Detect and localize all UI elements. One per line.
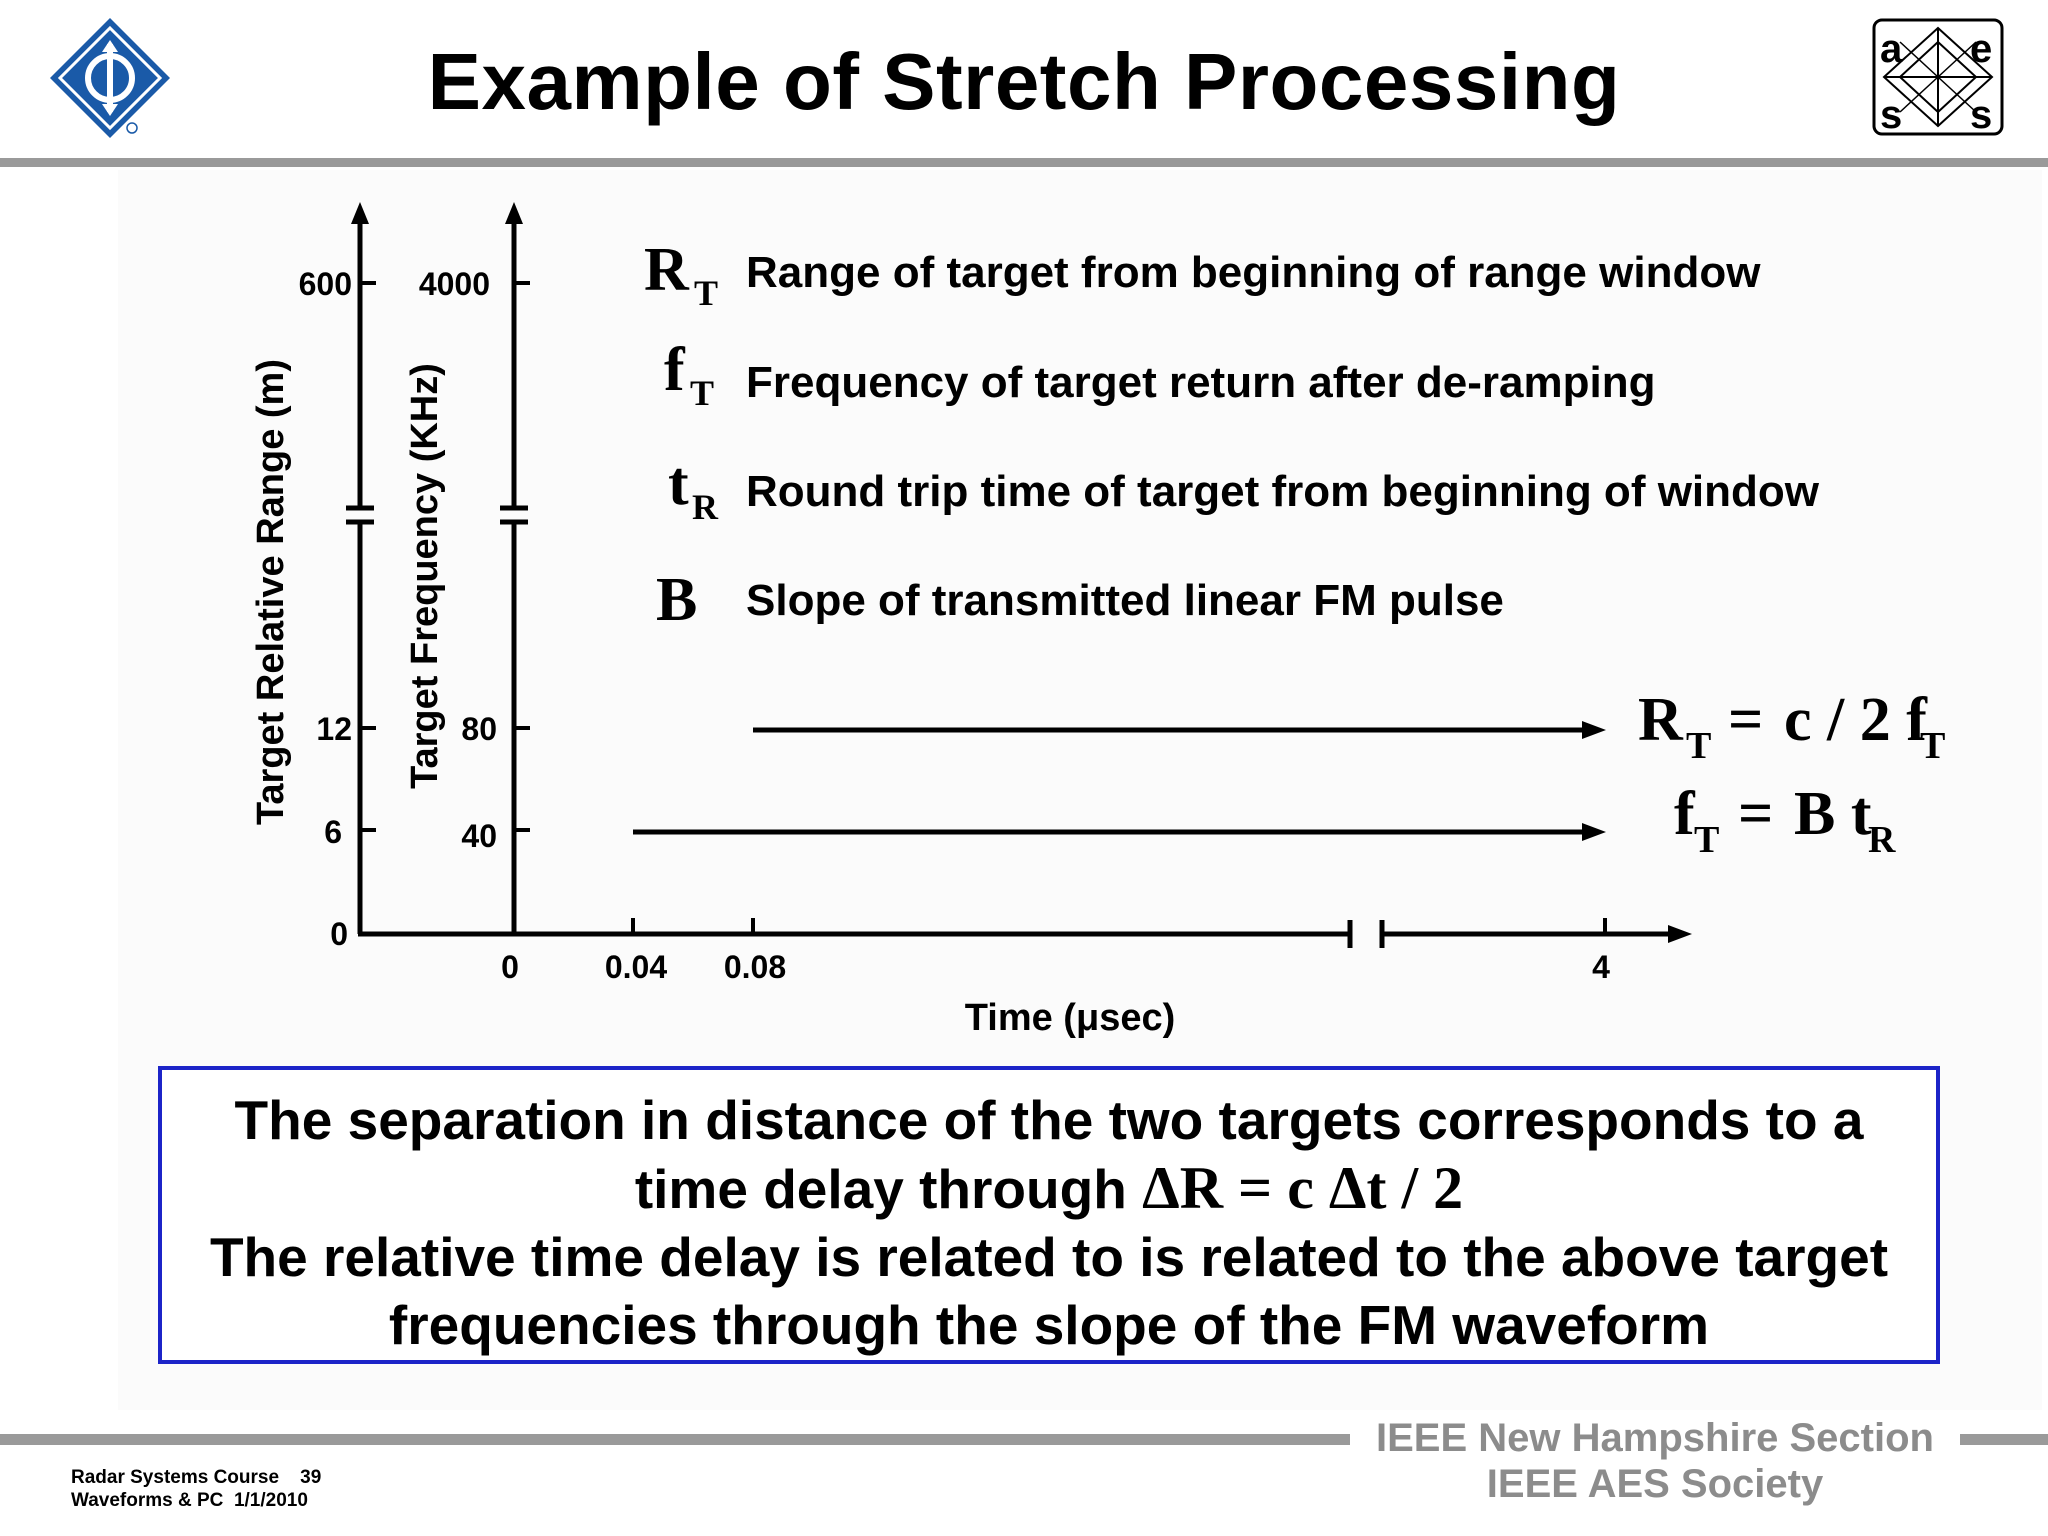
range-axis: 600 12 6 0 Target Relative Range (m) [250,202,376,952]
summary-box: The separation in distance of the two ta… [158,1066,1940,1364]
definition-subscript-range: T [694,273,718,313]
footer-divider-right [1960,1434,2048,1445]
freq-tick-label-40: 40 [461,818,497,854]
summary-equation: ΔR = c Δt / 2 [1142,1155,1464,1221]
time-tick-label-0.04: 0.04 [605,949,667,985]
aess-letter-a: a [1880,27,1903,71]
formula-frequency-lhs-sub: T [1694,819,1719,861]
time-tick-label-4: 4 [1592,949,1610,985]
formula-range-rhs: c / 2 f [1784,686,1928,754]
definition-time: t R Round trip time of target from begin… [668,450,1820,527]
definition-symbol-time: t [668,450,689,518]
definition-range: R T Range of target from beginning of ra… [644,236,1761,313]
formula-range: R T = c / 2 f T [1638,686,1945,767]
aess-letter-e: e [1970,27,1992,71]
ieee-logo [46,14,174,142]
definition-subscript-time: R [692,487,719,527]
summary-line-4: frequencies through the slope of the FM … [388,1294,1710,1356]
summary-line-3: The relative time delay is related to is… [209,1226,1889,1288]
aess-letter-s1: s [1880,93,1902,136]
definition-text-frequency: Frequency of target return after de-ramp… [746,358,1655,407]
definition-text-slope: Slope of transmitted linear FM pulse [746,576,1504,625]
time-tick-label-0.08: 0.08 [724,949,786,985]
formula-range-rhs-sub: T [1920,725,1945,767]
footer-org-line-2: IEEE AES Society [1486,1462,1824,1506]
definition-frequency: f T Frequency of target return after de-… [664,336,1655,413]
time-axis: 0 0.04 0.08 4 Time (μsec) [358,918,1692,1039]
formula-frequency-op: = [1738,780,1773,848]
footer-course-line-1: Radar Systems Course 39 [71,1467,322,1488]
range-tick-label-600: 600 [299,266,352,302]
range-tick-label-6: 6 [324,814,342,850]
formula-frequency-lhs: f [1674,780,1696,848]
definition-subscript-frequency: T [690,373,714,413]
formula-range-lhs-sub: T [1686,725,1711,767]
range-axis-title: Target Relative Range (m) [250,359,292,825]
definition-text-range: Range of target from beginning of range … [746,248,1761,297]
freq-tick-label-80: 80 [461,711,497,747]
summary-line-1: The separation in distance of the two ta… [234,1089,1864,1151]
range-tick-label-12: 12 [316,711,352,747]
title-divider [0,158,2048,167]
definition-text-time: Round trip time of target from beginning… [746,467,1820,516]
range-tick-label-0: 0 [330,916,348,952]
aess-logo: a e s s [1872,18,2004,137]
footer-divider-left [0,1434,1350,1445]
formula-range-op: = [1728,686,1763,754]
definition-symbol-range: R [644,236,690,304]
formula-frequency: f T = B t R [1674,780,1896,861]
formula-range-lhs: R [1638,686,1684,754]
footer-org-line-1: IEEE New Hampshire Section [1376,1416,1934,1460]
summary-line-2-text: time delay through [634,1158,1127,1220]
target-arrow-near [633,823,1606,841]
aess-letter-s2: s [1970,93,1992,136]
formula-frequency-rhs: B t [1794,780,1872,848]
time-tick-label-0: 0 [501,949,519,985]
footer-course-line-2: Waveforms & PC 1/1/2010 [71,1490,308,1511]
frequency-axis-title: Target Frequency (KHz) [404,363,446,789]
freq-tick-label-4000: 4000 [419,266,490,302]
slide-title: Example of Stretch Processing [427,37,1621,126]
target-arrow-far [753,721,1606,739]
definition-slope: B Slope of transmitted linear FM pulse [656,566,1504,634]
frequency-axis: 4000 80 40 Target Frequency (KHz) [404,202,530,934]
definition-symbol-frequency: f [664,336,686,404]
formula-frequency-rhs-sub: R [1868,819,1896,861]
time-axis-title: Time (μsec) [965,997,1176,1039]
summary-line-2: time delay through ΔR = c Δt / 2 [162,1154,1936,1223]
definition-symbol-slope: B [656,566,697,634]
